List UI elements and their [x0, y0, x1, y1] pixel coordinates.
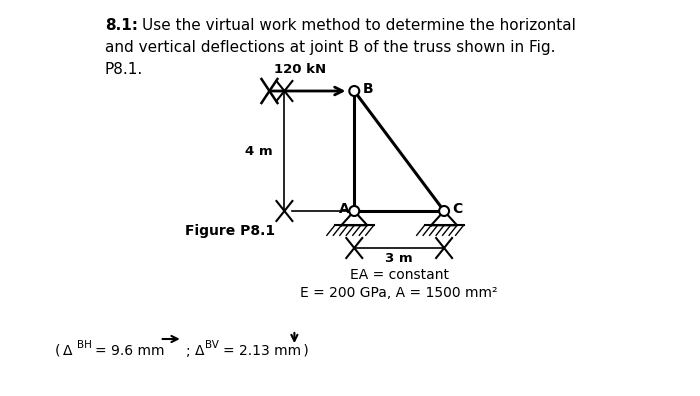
Text: EA = constant: EA = constant [350, 268, 449, 282]
Text: BV: BV [204, 340, 218, 350]
Circle shape [349, 86, 359, 96]
Text: A: A [339, 202, 349, 216]
Text: = 2.13 mm: = 2.13 mm [223, 344, 301, 358]
Text: Figure P8.1: Figure P8.1 [185, 224, 274, 238]
Text: 4 m: 4 m [245, 145, 272, 158]
Text: B: B [363, 82, 373, 96]
Text: (: ( [55, 344, 60, 358]
Text: C: C [452, 202, 462, 216]
Text: and vertical deflections at joint B of the truss shown in Fig.: and vertical deflections at joint B of t… [105, 40, 555, 55]
Text: P8.1.: P8.1. [105, 62, 143, 77]
Text: = 9.6 mm: = 9.6 mm [94, 344, 164, 358]
Text: E = 200 GPa, A = 1500 mm²: E = 200 GPa, A = 1500 mm² [300, 286, 498, 300]
Circle shape [349, 206, 359, 216]
Text: ): ) [300, 344, 309, 358]
Circle shape [439, 206, 449, 216]
Text: 120 kN: 120 kN [274, 63, 327, 76]
Text: 8.1:: 8.1: [105, 18, 138, 33]
Text: 3 m: 3 m [386, 252, 413, 265]
Text: Δ: Δ [63, 344, 72, 358]
Text: ; Δ: ; Δ [186, 344, 204, 358]
Text: BH: BH [77, 340, 92, 350]
Text: Use the virtual work method to determine the horizontal: Use the virtual work method to determine… [141, 18, 575, 33]
